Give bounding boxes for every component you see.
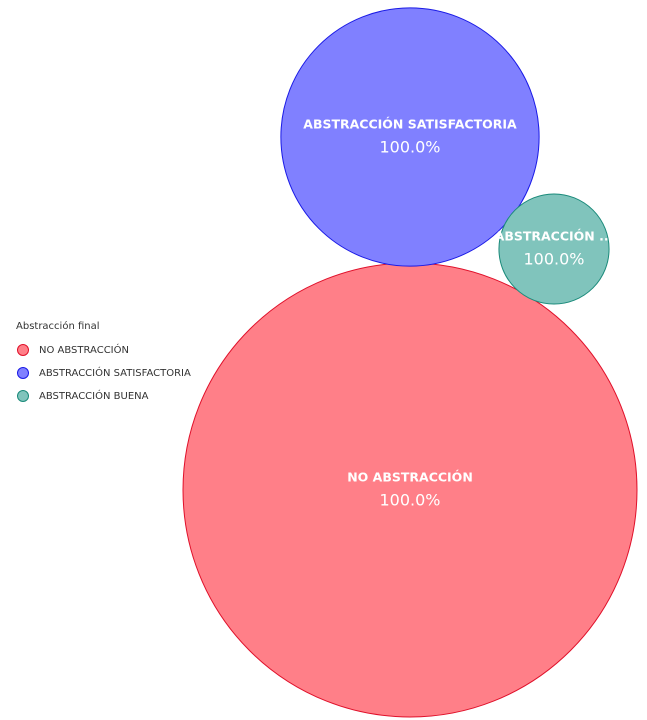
legend-marker (17, 367, 29, 379)
legend-marker (17, 344, 29, 356)
legend-label[interactable]: ABSTRACCIÓN SATISFACTORIA (39, 366, 191, 379)
bubble-label: NO ABSTRACCIÓN (347, 470, 473, 485)
legend-label[interactable]: ABSTRACCIÓN BUENA (39, 389, 149, 402)
legend-title: Abstracción final (16, 320, 100, 332)
bubble-label: ABSTRACCIÓN SATISFACTORIA (303, 117, 517, 132)
bubble-value-label: 100.0% (379, 138, 440, 157)
bubble (280, 7, 540, 267)
bubble-value-label: 100.0% (523, 250, 584, 269)
bubble-value-label: 100.0% (379, 491, 440, 510)
legend-label[interactable]: NO ABSTRACCIÓN (39, 343, 129, 356)
bubble (498, 193, 610, 305)
legend-marker (17, 390, 29, 402)
bubble-label: ABSTRACCIÓN ... (495, 229, 614, 244)
